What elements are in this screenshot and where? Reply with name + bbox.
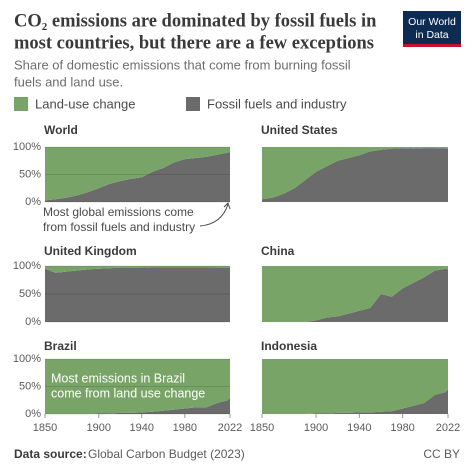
y-tick-label: 50% <box>19 380 41 392</box>
legend-swatch <box>186 97 200 111</box>
license: CC BY <box>423 447 460 461</box>
area <box>262 147 448 200</box>
area <box>262 389 448 414</box>
x-tick-label: 1850 <box>33 422 57 434</box>
area <box>45 359 230 414</box>
title-line: most countries, but there are a few exce… <box>14 33 374 53</box>
y-tick-label: 100% <box>13 141 41 153</box>
subtitle-line: Share of domestic emissions that come fr… <box>14 57 351 72</box>
title-line: CO₂ emissions are dominated by fossil fu… <box>14 11 377 31</box>
legend-swatch <box>14 97 28 111</box>
source-label: Data source: <box>14 447 87 461</box>
panel-title: Brazil <box>44 339 77 353</box>
x-tick-label: 1940 <box>130 422 154 434</box>
x-tick-label: 2022 <box>436 422 460 434</box>
logo-box <box>403 11 461 47</box>
panel-title: United Kingdom <box>44 244 137 258</box>
source: Global Carbon Budget (2023) <box>88 447 245 461</box>
legend-label: Land-use change <box>35 96 135 111</box>
area <box>262 148 448 202</box>
panel-title: Indonesia <box>261 339 317 353</box>
panel-title: World <box>44 123 78 137</box>
y-tick-label: 50% <box>19 288 41 300</box>
area <box>262 266 448 322</box>
logo-text: in Data <box>415 29 448 41</box>
y-tick-label: 100% <box>13 260 41 272</box>
annotation: Most emissions in Brazil <box>51 371 185 385</box>
annotation: Most global emissions come <box>43 205 194 219</box>
x-tick-label: 1900 <box>87 422 111 434</box>
x-tick-label: 1850 <box>250 422 274 434</box>
area <box>45 397 230 414</box>
legend-label: Fossil fuels and industry <box>207 96 347 111</box>
y-tick-label: 50% <box>19 168 41 180</box>
y-tick-label: 0% <box>25 196 41 208</box>
x-tick-label: 1980 <box>390 422 414 434</box>
x-tick-label: 1980 <box>173 422 197 434</box>
annotation: from fossil fuels and industry <box>43 220 195 234</box>
y-tick-label: 0% <box>25 408 41 420</box>
area <box>45 151 230 202</box>
annotation-arrowhead <box>223 202 231 210</box>
area <box>45 147 230 201</box>
panel-title: United States <box>261 123 338 137</box>
area <box>45 267 230 322</box>
annotation-arrow <box>199 203 229 227</box>
subtitle-line: fuels and land use. <box>14 74 123 89</box>
x-tick-label: 1900 <box>304 422 328 434</box>
logo-stripe <box>403 44 461 47</box>
area <box>262 268 448 322</box>
panel-title: China <box>261 244 295 258</box>
x-tick-label: 2022 <box>218 422 242 434</box>
x-tick-label: 1940 <box>347 422 371 434</box>
y-tick-label: 0% <box>25 316 41 328</box>
area <box>45 266 230 273</box>
annotation: come from land use change <box>51 386 205 400</box>
area <box>262 359 448 414</box>
logo-text: Our World <box>408 16 456 28</box>
y-tick-label: 100% <box>13 353 41 365</box>
